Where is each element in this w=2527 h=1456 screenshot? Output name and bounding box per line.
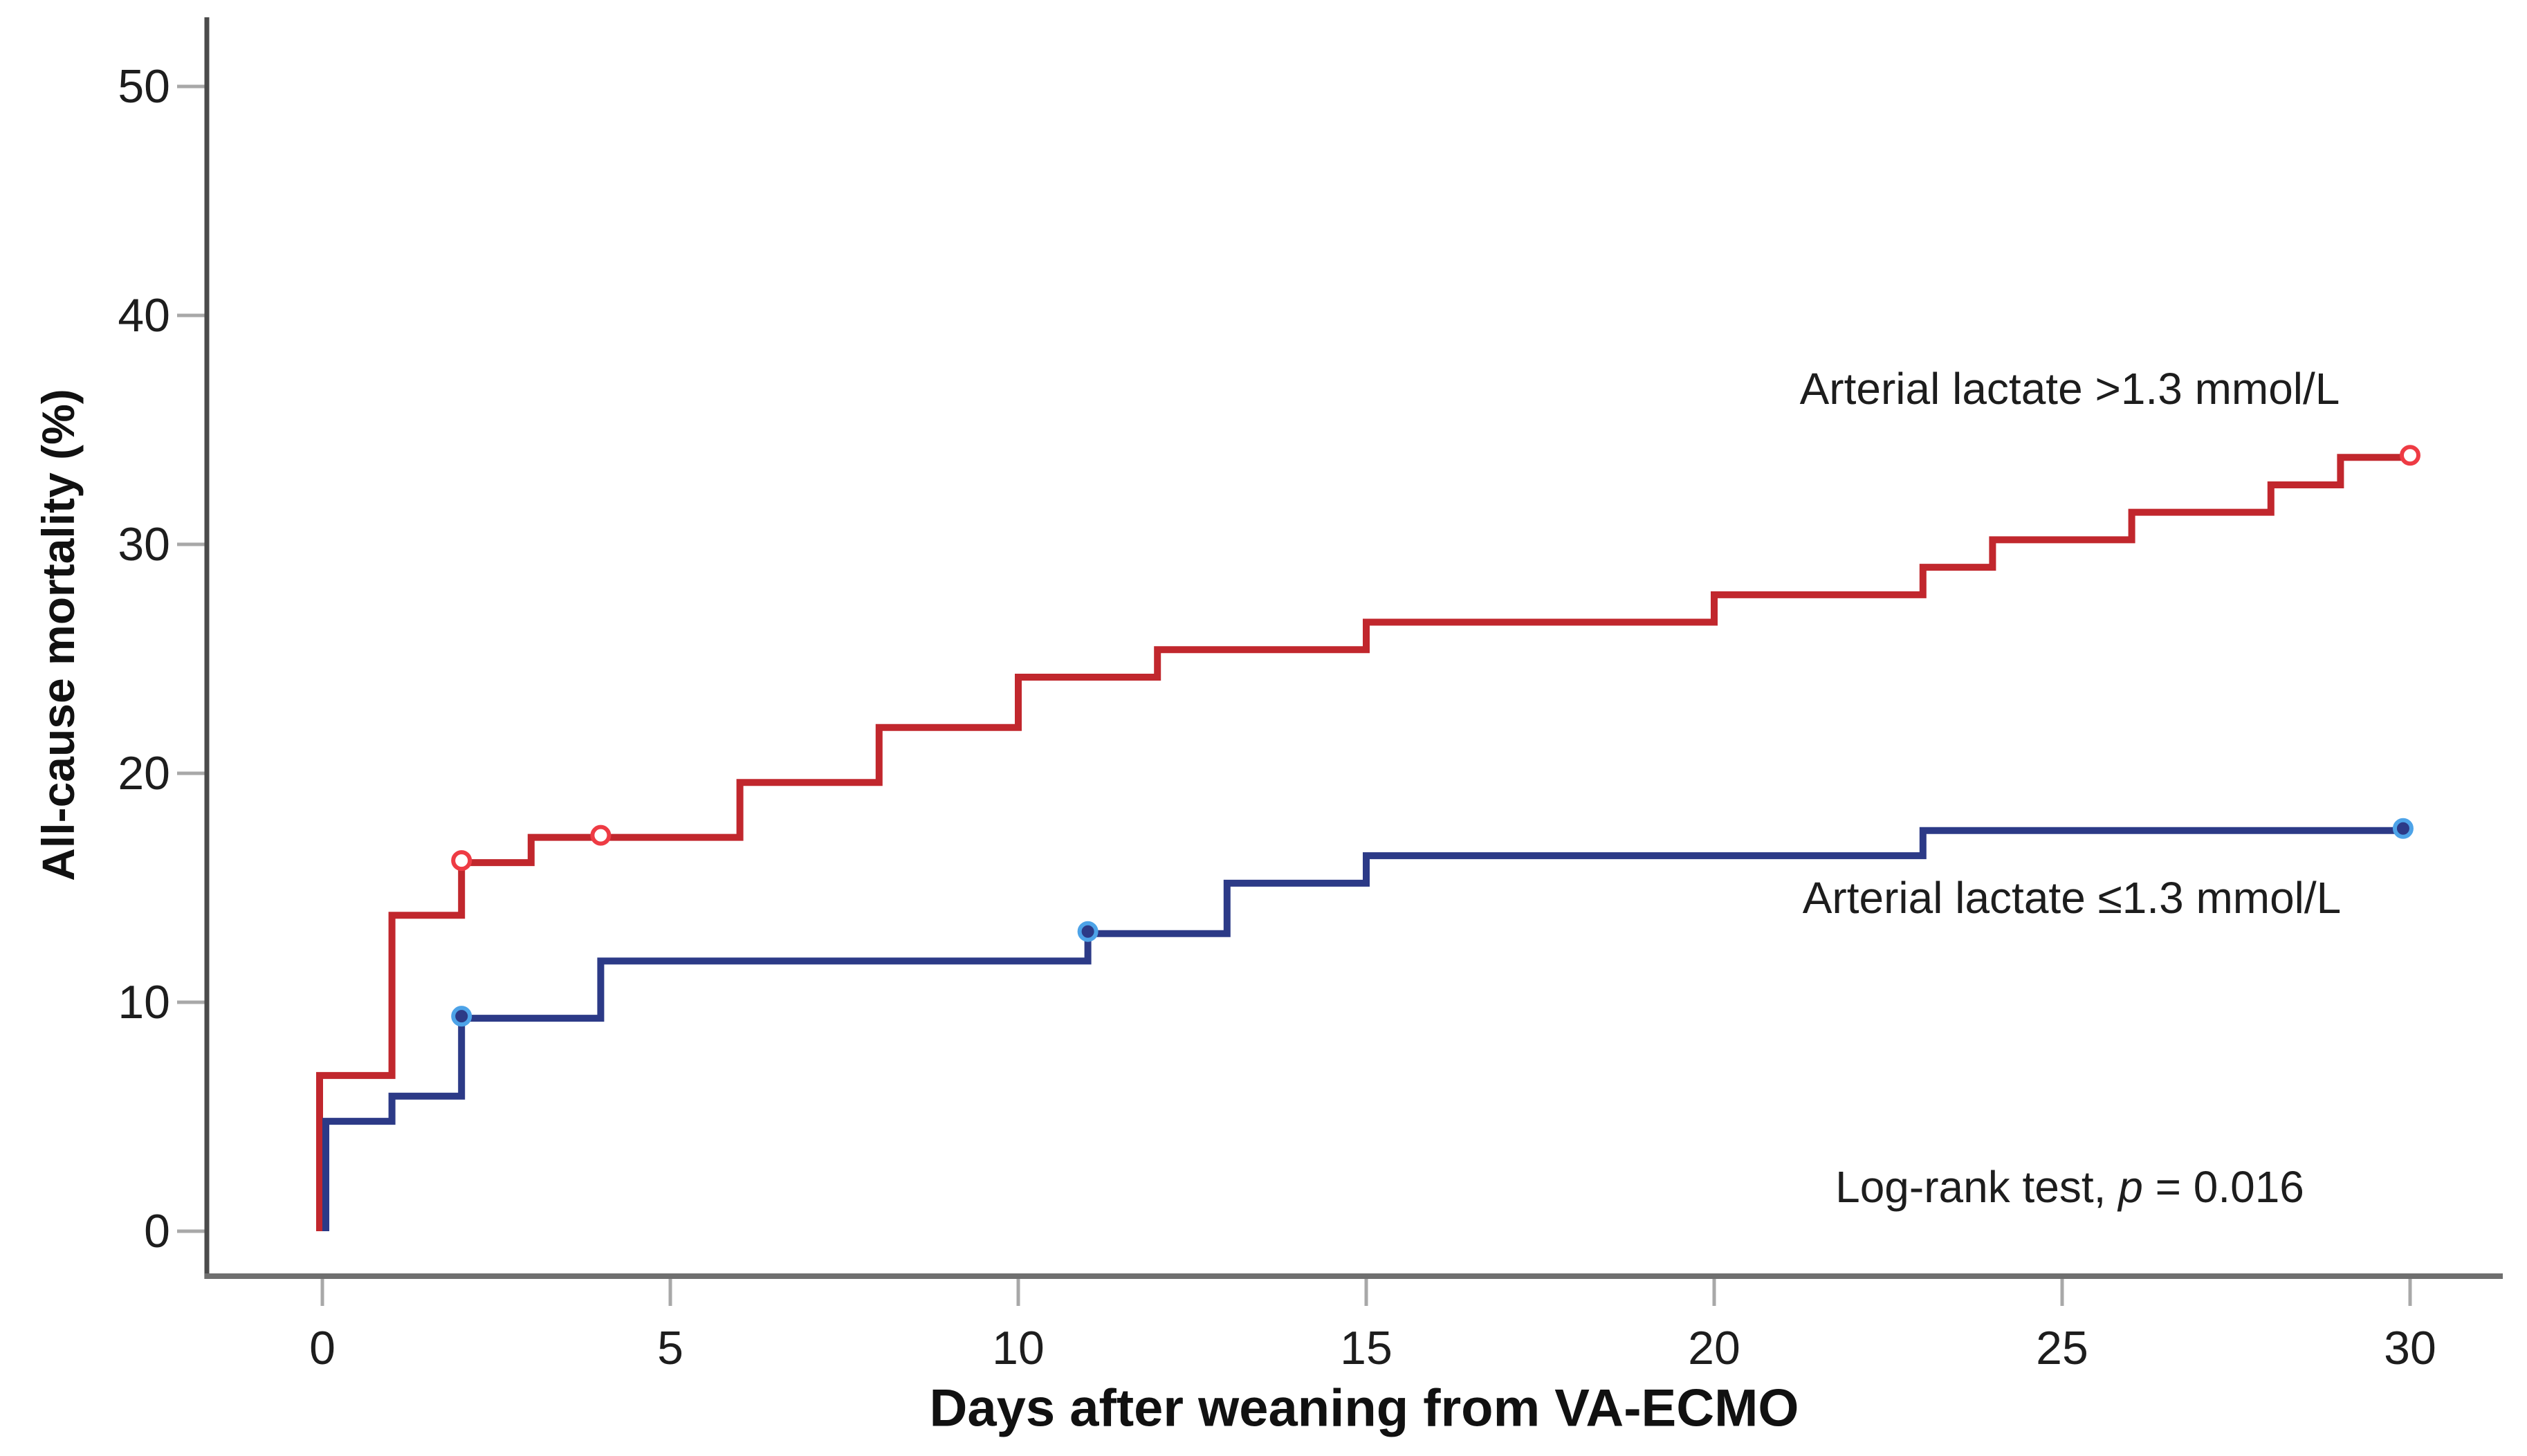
y-tick-label: 0 [144,1205,170,1257]
axis-lines [204,17,2503,1279]
censor-marks [451,445,2420,1027]
survival-curves [316,454,2410,1231]
log-rank-prefix: Log-rank test, [1835,1162,2119,1212]
y-axis-title: All-cause mortality (%) [33,389,84,881]
y-tick-label: 50 [118,60,170,113]
x-tick-label: 20 [1688,1322,1740,1374]
y-tick-label: 20 [118,747,170,800]
p-symbol: p [2118,1162,2143,1212]
censor-mark-lactate-high [590,824,612,846]
curve-lactate-high [316,454,2410,1231]
censor-mark-lactate-low [2392,818,2414,839]
censor-mark-lactate-high [2400,445,2420,466]
censor-mark-lactate-low [1077,921,1099,942]
axis-ticks [177,84,2412,1306]
x-tick-label: 30 [2384,1322,2436,1374]
x-tick-label: 10 [992,1322,1045,1374]
curve-lactate-low [322,827,2403,1231]
tick-labels: 0 5 10 15 20 25 30 0 10 20 30 40 50 [118,60,2436,1374]
y-tick-label: 40 [118,289,170,342]
x-tick-label: 15 [1340,1322,1393,1374]
log-rank-suffix: = 0.016 [2142,1162,2304,1212]
series-label-lactate-high: Arterial lactate >1.3 mmol/L [1799,364,2340,414]
censor-mark-lactate-low [451,1006,472,1027]
y-tick-label: 10 [118,976,170,1029]
censor-mark-lactate-high [451,850,472,872]
x-tick-label: 5 [657,1322,683,1374]
x-tick-label: 25 [2036,1322,2088,1374]
y-tick-label: 30 [118,518,170,571]
log-rank-annotation: Log-rank test, p = 0.016 [1835,1161,2304,1213]
series-label-lactate-low: Arterial lactate ≤1.3 mmol/L [1802,873,2342,923]
x-axis-title: Days after weaning from VA-ECMO [929,1379,1799,1438]
x-tick-label: 0 [309,1322,336,1374]
